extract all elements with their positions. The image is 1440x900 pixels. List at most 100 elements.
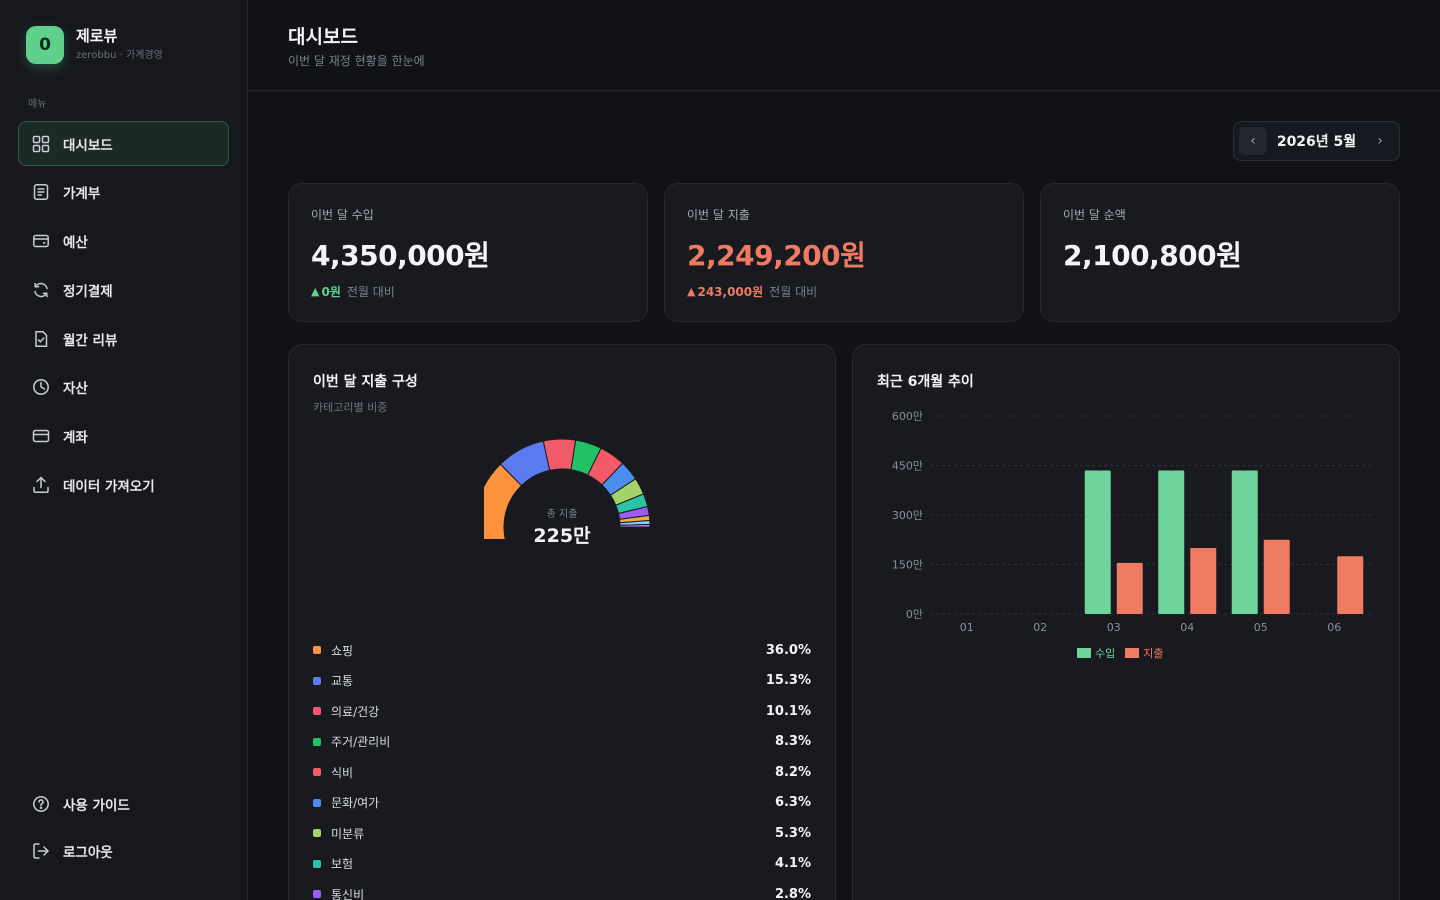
legend-swatch (313, 707, 321, 716)
income-card: 이번 달 수입 4,350,000원 ▲ 0원 전월 대비 (288, 183, 648, 322)
dashboard-icon (32, 135, 50, 153)
legend-swatch (313, 798, 321, 807)
sidebar-item-label: 로그아웃 (63, 844, 113, 861)
trend-card: 최근 6개월 추이 600만 450만 300만 150만 0만 01 02 03 04 05 06… (852, 344, 1400, 900)
expense-card: 이번 달 지출 2,249,200원 ▲ 243,000원 전월 대비 (664, 183, 1024, 322)
legend-left: 미분류 (313, 825, 364, 842)
prev-month-button[interactable]: ‹ (1239, 127, 1267, 155)
legend-row[interactable]: 미분류 5.3% (313, 818, 811, 849)
page-subtitle: 이번 달 재정 현황을 한눈에 (288, 54, 425, 68)
review-icon (32, 330, 50, 348)
legend-row[interactable]: 주거/관리비 8.3% (313, 727, 811, 758)
page-header: 대시보드 이번 달 재정 현황을 한눈에 (248, 0, 1440, 91)
income-change-amount: 0원 (321, 285, 341, 299)
expense-change-vs: 전월 대비 (769, 285, 818, 299)
donut-center-label: 총 지출 (546, 509, 578, 520)
expense-donut-chart (484, 438, 651, 539)
x-tick-label: 06 (1327, 621, 1341, 634)
bar-income[interactable] (1158, 470, 1185, 614)
legend-row[interactable]: 교통 15.3% (313, 666, 811, 697)
next-month-button[interactable]: › (1377, 133, 1383, 149)
composition-card: 이번 달 지출 구성 카테고리별 비중 총 지출 225만 쇼핑 36.0% 교통 1… (288, 344, 836, 900)
sidebar-item-guide[interactable]: 사용 가이드 (18, 781, 229, 826)
logout-icon (32, 842, 50, 860)
legend-series-name: 지출 (1143, 647, 1164, 660)
income-change-vs: 전월 대비 (346, 285, 395, 299)
x-tick-label: 04 (1180, 621, 1194, 634)
legend-row[interactable]: 보험 4.1% (313, 849, 811, 880)
trend-title: 최근 6개월 추이 (877, 374, 974, 390)
legend-left: 식비 (313, 764, 353, 781)
legend-row[interactable]: 식비 8.2% (313, 757, 811, 788)
bar-income[interactable] (1084, 470, 1111, 614)
legend-percent: 36.0% (765, 642, 811, 658)
legend-percent: 2.8% (774, 886, 811, 900)
donut-slice-12[interactable] (619, 523, 651, 528)
net-card: 이번 달 순액 2,100,800원 (1040, 183, 1400, 322)
sidebar-item-assets[interactable]: 자산 (18, 365, 229, 410)
sidebar-item-monthly-review[interactable]: 월간 리뷰 (18, 316, 229, 361)
legend-swatch (313, 676, 321, 685)
sidebar-item-ledger[interactable]: 가계부 (18, 170, 229, 215)
expense-change: ▲ 243,000원 전월 대비 (687, 283, 817, 300)
sidebar-item-label: 월간 리뷰 (63, 332, 118, 349)
legend-row[interactable]: 의료/건강 10.1% (313, 696, 811, 727)
sidebar-item-subscriptions[interactable]: 정기결제 (18, 267, 229, 312)
legend-swatch (313, 646, 321, 655)
bar-expense[interactable] (1190, 548, 1217, 614)
bar-income[interactable] (1231, 470, 1258, 614)
expense-label: 이번 달 지출 (687, 208, 750, 222)
legend-row[interactable]: 통신비 2.8% (313, 879, 811, 900)
help-icon (32, 795, 50, 813)
expense-change-amount: 243,000원 (697, 285, 764, 299)
refresh-icon (32, 281, 50, 299)
legend-percent: 6.3% (774, 795, 811, 811)
upload-icon (32, 476, 50, 494)
legend-series-name: 수입 (1095, 647, 1116, 660)
up-arrow-icon: ▲ (311, 285, 320, 298)
donut-slice-3[interactable] (542, 438, 577, 471)
sidebar-item-dashboard[interactable]: 대시보드 (18, 121, 229, 166)
legend-category: 의료/건강 (331, 704, 380, 719)
trend-legend-item[interactable]: 수입 (1077, 645, 1115, 661)
legend-percent: 15.3% (765, 673, 811, 689)
income-label: 이번 달 수입 (311, 208, 374, 222)
legend-swatch (313, 890, 321, 899)
sidebar-item-label: 가계부 (63, 186, 101, 203)
x-tick-label: 03 (1107, 621, 1121, 634)
legend-left: 쇼핑 (313, 642, 353, 659)
income-change: ▲ 0원 전월 대비 (311, 283, 395, 300)
legend-category: 교통 (331, 674, 354, 689)
net-label: 이번 달 순액 (1063, 208, 1126, 222)
legend-percent: 10.1% (765, 703, 811, 719)
trend-legend-item[interactable]: 지출 (1125, 645, 1164, 661)
legend-percent: 5.3% (774, 825, 811, 841)
sidebar-item-import[interactable]: 데이터 가져오기 (18, 463, 229, 508)
brand[interactable]: 0 제로뷰 zerobbu · 가계경영 (26, 26, 163, 64)
sidebar: 0 제로뷰 zerobbu · 가계경영 메뉴 대시보드 가계부 예산 (0, 0, 248, 900)
y-tick-label: 300만 (892, 509, 923, 522)
legend-category: 식비 (331, 765, 354, 780)
y-tick-label: 0만 (906, 608, 923, 621)
bar-expense[interactable] (1116, 562, 1143, 614)
legend-swatch (1125, 648, 1140, 658)
legend-row[interactable]: 쇼핑 36.0% (313, 635, 811, 666)
legend-swatch (313, 829, 321, 838)
composition-subtitle: 카테고리별 비중 (313, 401, 388, 414)
legend-row[interactable]: 문화/여가 6.3% (313, 788, 811, 819)
legend-left: 의료/건강 (313, 703, 379, 720)
legend-percent: 4.1% (774, 856, 811, 872)
x-tick-label: 02 (1033, 621, 1047, 634)
bar-expense[interactable] (1337, 556, 1364, 614)
composition-legend: 쇼핑 36.0% 교통 15.3% 의료/건강 10.1% 주거/관리비 8.3% 식비 8.2%… (313, 635, 811, 900)
x-tick-label: 05 (1254, 621, 1268, 634)
income-value: 4,350,000원 (311, 239, 490, 272)
up-arrow-icon: ▲ (687, 285, 696, 298)
legend-left: 주거/관리비 (313, 733, 390, 750)
sidebar-item-logout[interactable]: 로그아웃 (18, 828, 229, 873)
sidebar-item-accounts[interactable]: 계좌 (18, 414, 229, 459)
expense-value: 2,249,200원 (687, 239, 866, 272)
sidebar-item-budget[interactable]: 예산 (18, 219, 229, 264)
bar-expense[interactable] (1263, 539, 1290, 614)
y-tick-label: 600만 (892, 410, 923, 423)
